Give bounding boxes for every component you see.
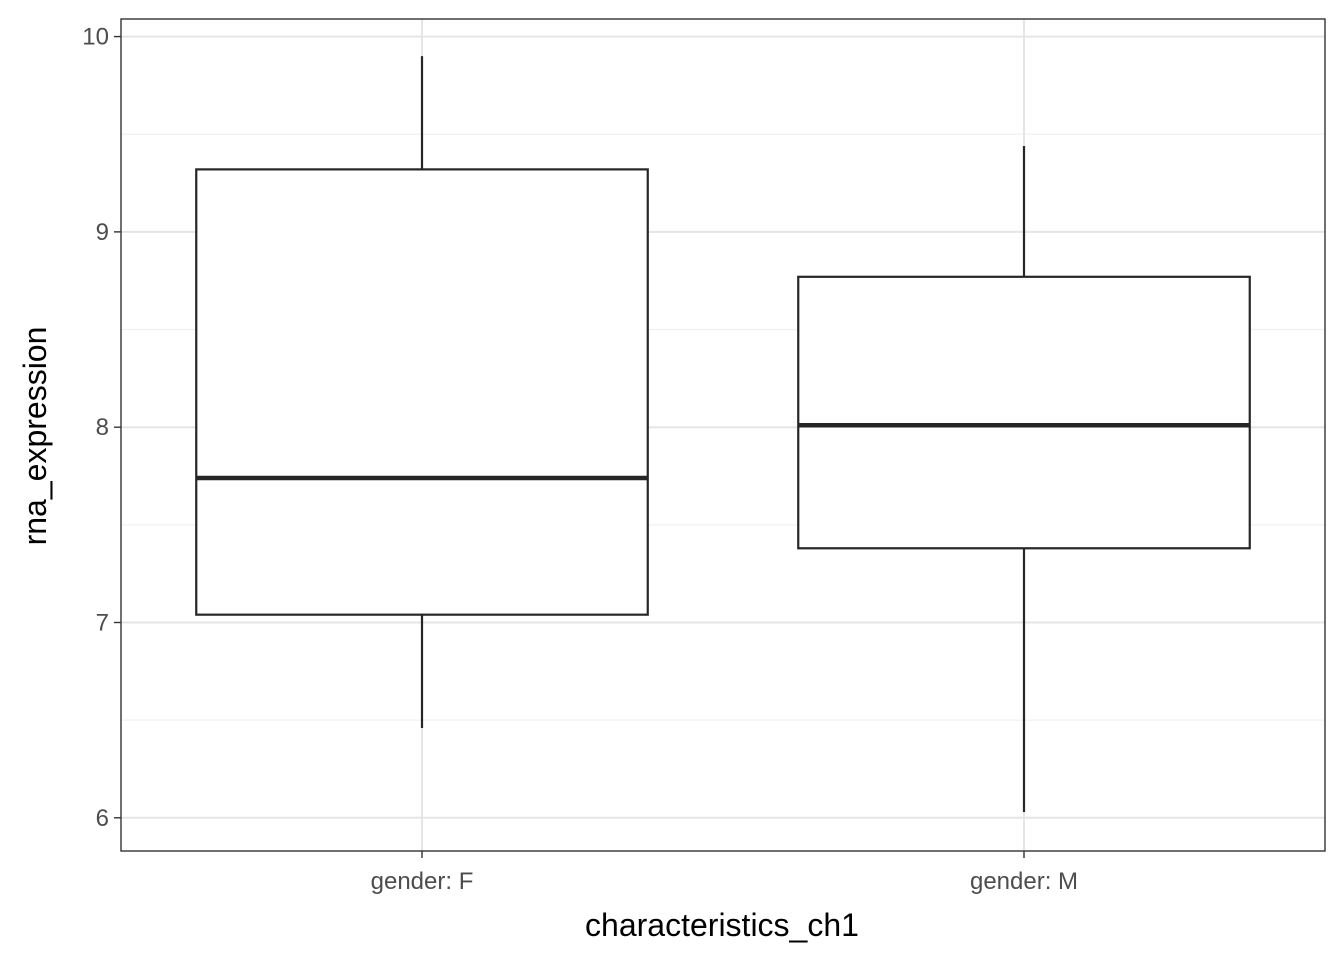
y-tick-label: 9 (96, 219, 109, 246)
y-tick-label: 7 (96, 609, 109, 636)
box-group (195, 56, 649, 728)
y-tick-label: 6 (96, 805, 109, 832)
iqr-box (797, 275, 1251, 550)
box-group (797, 145, 1251, 812)
y-tick-label: 10 (82, 24, 109, 51)
panel-border (120, 18, 1326, 852)
tick-layer: 6 7 8 9 10 gender: F gender: M (82, 24, 1078, 895)
y-tick-label: 8 (96, 414, 109, 441)
x-axis-title: characteristics_ch1 (585, 907, 859, 943)
y-axis-title: rna_expression (17, 327, 53, 546)
x-tick-label: gender: F (371, 868, 474, 895)
box-layer (195, 56, 1251, 812)
iqr-box (195, 168, 649, 616)
x-tick-label: gender: M (970, 868, 1078, 895)
